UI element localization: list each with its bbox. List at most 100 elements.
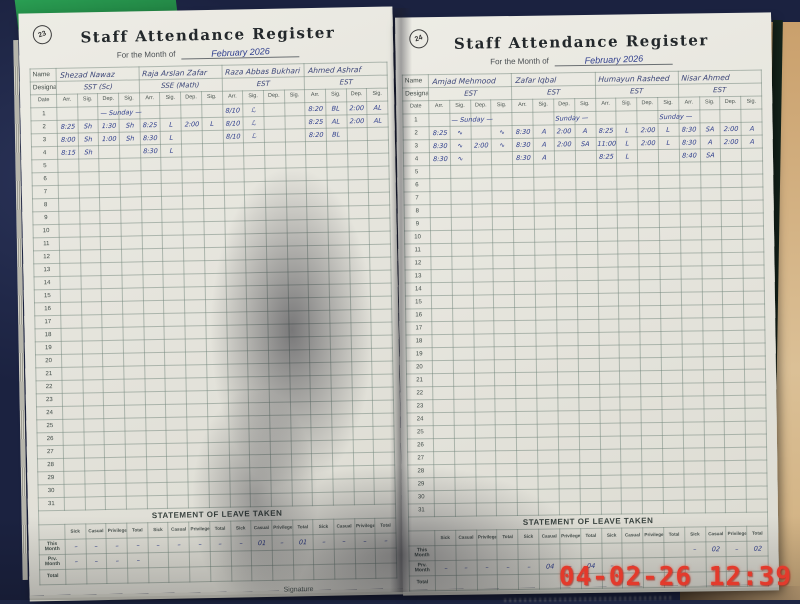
attendance-cell bbox=[57, 159, 79, 173]
leave-cell bbox=[476, 574, 499, 591]
attendance-cell bbox=[165, 390, 187, 405]
leave-column-header: Privilege bbox=[642, 527, 664, 543]
attendance-cell bbox=[496, 476, 518, 490]
column-header: Dep. bbox=[180, 91, 202, 106]
attendance-cell bbox=[641, 448, 663, 462]
attendance-cell bbox=[596, 241, 619, 255]
leave-cell bbox=[435, 575, 457, 591]
attendance-cell bbox=[537, 462, 560, 477]
leave-cell bbox=[333, 548, 356, 565]
attendance-cell bbox=[430, 217, 452, 231]
attendance-cell bbox=[144, 378, 166, 392]
attendance-cell bbox=[660, 331, 683, 345]
leave-cell: – bbox=[106, 538, 128, 554]
attendance-cell bbox=[576, 241, 598, 255]
attendance-cell bbox=[123, 352, 145, 367]
attendance-cell bbox=[81, 340, 104, 354]
attendance-cell bbox=[99, 197, 122, 211]
leave-cell: – bbox=[333, 533, 356, 550]
teacher-designation: EST bbox=[511, 85, 596, 100]
column-header: Sig. bbox=[449, 100, 471, 114]
attendance-cell bbox=[429, 191, 452, 205]
attendance-cell bbox=[263, 129, 286, 143]
leave-column-header: Privilege bbox=[476, 529, 498, 546]
attendance-cell bbox=[247, 376, 270, 390]
attendance-cell bbox=[59, 262, 81, 277]
attendance-cell bbox=[579, 475, 601, 489]
attendance-cell bbox=[223, 194, 246, 209]
attendance-cell bbox=[332, 478, 355, 493]
attendance-cell bbox=[514, 320, 537, 334]
leave-column-header: Casual bbox=[455, 530, 477, 546]
attendance-cell bbox=[284, 102, 306, 117]
attendance-cell bbox=[163, 312, 186, 327]
leave-cell bbox=[65, 568, 87, 585]
attendance-cell bbox=[124, 391, 146, 406]
column-header: Dep. bbox=[97, 93, 119, 107]
attendance-cell bbox=[472, 281, 495, 296]
attendance-cell bbox=[183, 273, 206, 288]
attendance-cell bbox=[140, 183, 163, 197]
attendance-cell bbox=[265, 233, 288, 247]
attendance-cell: A bbox=[699, 135, 722, 149]
attendance-cell bbox=[102, 327, 124, 341]
attendance-cell: 8:30 bbox=[139, 131, 162, 145]
attendance-cell bbox=[433, 438, 455, 452]
leave-cell bbox=[434, 545, 457, 561]
attendance-cell bbox=[247, 350, 269, 364]
attendance-cell bbox=[578, 436, 601, 450]
attendance-cell bbox=[742, 265, 765, 279]
attendance-cell bbox=[742, 213, 764, 227]
attendance-cell bbox=[620, 435, 642, 450]
attendance-cell bbox=[703, 434, 726, 448]
attendance-cell bbox=[369, 231, 391, 245]
attendance-cell bbox=[77, 106, 99, 121]
attendance-cell bbox=[554, 189, 577, 203]
attendance-cell bbox=[682, 382, 704, 397]
attendance-cell bbox=[472, 255, 494, 270]
attendance-cell bbox=[432, 386, 454, 400]
attendance-cell bbox=[554, 163, 576, 177]
attendance-cell bbox=[58, 185, 80, 199]
leave-cell: – bbox=[354, 533, 376, 549]
attendance-cell bbox=[723, 356, 745, 370]
attendance-cell bbox=[621, 500, 643, 515]
attendance-cell bbox=[224, 207, 246, 222]
attendance-cell bbox=[164, 364, 187, 379]
attendance-cell bbox=[515, 398, 538, 412]
attendance-cell bbox=[185, 351, 207, 366]
attendance-cell bbox=[58, 198, 80, 212]
day-number: 31 bbox=[38, 497, 65, 511]
attendance-cell bbox=[641, 474, 664, 488]
leave-column-header: Total bbox=[663, 527, 685, 543]
column-header: Sig. bbox=[118, 92, 140, 107]
attendance-cell bbox=[62, 392, 84, 407]
attendance-cell bbox=[600, 501, 623, 515]
attendance-cell: Sh bbox=[77, 132, 100, 147]
attendance-cell bbox=[704, 473, 726, 487]
leave-column-header: Sick bbox=[312, 519, 334, 535]
attendance-cell bbox=[744, 356, 766, 370]
attendance-cell: 1:30 bbox=[98, 119, 120, 133]
attendance-cell bbox=[660, 357, 683, 371]
attendance-cell bbox=[269, 414, 291, 429]
attendance-cell bbox=[724, 408, 746, 422]
attendance-cell bbox=[474, 450, 497, 465]
attendance-cell bbox=[224, 233, 246, 248]
attendance-cell bbox=[227, 376, 249, 391]
month-handwritten: February 2026 bbox=[211, 46, 271, 59]
attendance-cell bbox=[683, 447, 705, 462]
attendance-cell bbox=[452, 321, 474, 335]
attendance-cell bbox=[493, 255, 515, 269]
attendance-cell bbox=[637, 188, 660, 202]
teacher-name: Raza Abbas Bukhari bbox=[221, 63, 305, 79]
attendance-cell bbox=[163, 299, 186, 314]
attendance-cell bbox=[618, 318, 641, 333]
attendance-cell bbox=[161, 209, 184, 223]
attendance-cell bbox=[598, 345, 620, 359]
attendance-cell bbox=[207, 416, 229, 430]
attendance-cell bbox=[266, 285, 289, 299]
attendance-cell bbox=[743, 304, 766, 318]
attendance-cell bbox=[60, 327, 83, 342]
attendance-cell bbox=[660, 318, 682, 332]
